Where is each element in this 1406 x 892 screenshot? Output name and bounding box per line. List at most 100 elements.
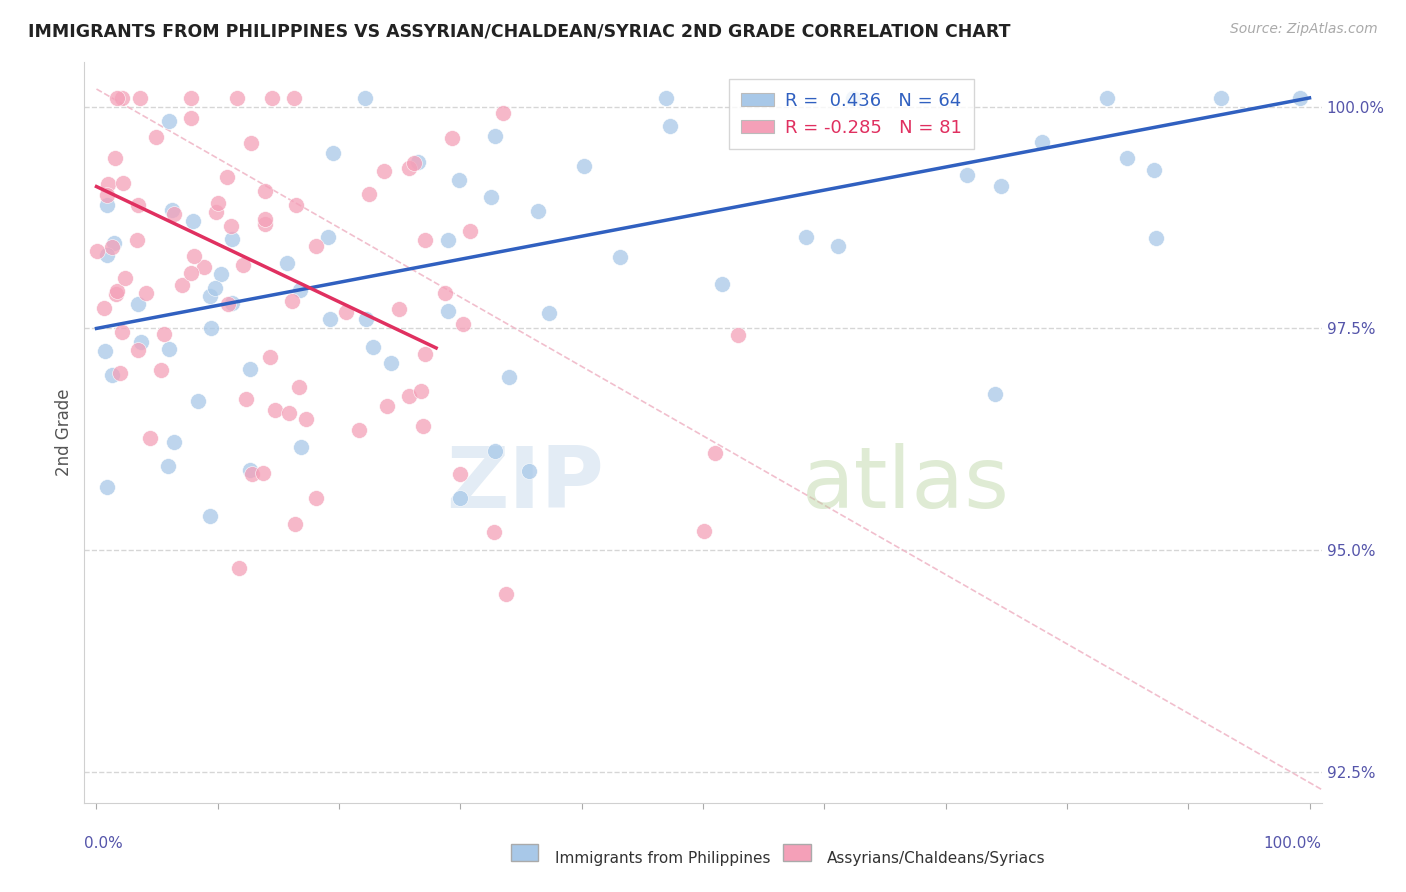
- Point: [498, 369, 520, 384]
- Point: [380, 356, 402, 370]
- Point: [375, 399, 398, 413]
- Point: [458, 224, 481, 238]
- Point: [262, 91, 284, 105]
- Point: [105, 284, 128, 298]
- Point: [101, 368, 124, 382]
- Point: [103, 235, 125, 250]
- Point: [283, 91, 305, 105]
- Point: [198, 289, 221, 303]
- Point: [204, 281, 226, 295]
- Point: [1289, 91, 1312, 105]
- Point: [193, 260, 215, 274]
- Point: [692, 524, 714, 538]
- Point: [1031, 135, 1053, 149]
- Point: [186, 394, 208, 409]
- Point: [209, 267, 232, 281]
- Point: [492, 105, 515, 120]
- Point: [253, 217, 276, 231]
- Point: [145, 129, 167, 144]
- Point: [284, 516, 307, 531]
- Point: [290, 441, 312, 455]
- Point: [335, 305, 357, 319]
- Point: [398, 161, 420, 175]
- Point: [704, 446, 727, 460]
- Point: [794, 230, 817, 244]
- Point: [105, 91, 128, 105]
- Point: [710, 277, 733, 291]
- Point: [139, 431, 162, 445]
- Point: [127, 297, 149, 311]
- Point: [1095, 91, 1118, 105]
- Point: [235, 392, 257, 407]
- Point: [359, 186, 381, 201]
- Point: [111, 91, 134, 105]
- Point: [484, 443, 506, 458]
- Point: [388, 301, 411, 316]
- Point: [170, 278, 193, 293]
- Point: [127, 343, 149, 358]
- Point: [290, 283, 312, 297]
- Point: [163, 207, 186, 221]
- Text: Immigrants from Philippines: Immigrants from Philippines: [554, 851, 770, 866]
- Point: [373, 163, 395, 178]
- Point: [200, 321, 222, 335]
- Point: [101, 240, 124, 254]
- Point: [437, 233, 460, 247]
- Point: [104, 152, 127, 166]
- Point: [264, 402, 287, 417]
- Point: [259, 350, 281, 364]
- Point: [217, 297, 239, 311]
- Point: [219, 219, 242, 234]
- Point: [93, 301, 115, 315]
- Point: [354, 91, 377, 105]
- Point: [484, 128, 506, 143]
- Point: [322, 145, 344, 160]
- Point: [481, 190, 503, 204]
- Point: [361, 340, 384, 354]
- Point: [449, 491, 471, 505]
- Point: [96, 198, 118, 212]
- Point: [990, 178, 1012, 193]
- Point: [316, 229, 339, 244]
- Point: [398, 389, 420, 403]
- Text: ZIP: ZIP: [446, 443, 605, 526]
- Point: [163, 435, 186, 450]
- Point: [305, 238, 328, 252]
- Point: [347, 423, 370, 437]
- Text: IMMIGRANTS FROM PHILIPPINES VS ASSYRIAN/CHALDEAN/SYRIAC 2ND GRADE CORRELATION CH: IMMIGRANTS FROM PHILIPPINES VS ASSYRIAN/…: [28, 22, 1011, 40]
- Text: Assyrians/Chaldeans/Syriacs: Assyrians/Chaldeans/Syriacs: [827, 851, 1045, 866]
- Point: [572, 159, 595, 173]
- Point: [402, 156, 425, 170]
- Point: [226, 91, 249, 105]
- Point: [181, 214, 204, 228]
- Point: [111, 325, 134, 339]
- Point: [451, 317, 474, 331]
- Point: [433, 286, 456, 301]
- Point: [204, 204, 226, 219]
- Point: [517, 464, 540, 478]
- Point: [288, 380, 311, 394]
- Point: [436, 303, 458, 318]
- Point: [240, 467, 263, 482]
- Point: [221, 296, 243, 310]
- Point: [221, 232, 243, 246]
- Point: [239, 136, 262, 151]
- Point: [609, 250, 631, 264]
- Point: [157, 458, 180, 473]
- Point: [129, 91, 152, 105]
- Point: [449, 467, 471, 481]
- Point: [527, 204, 550, 219]
- Point: [153, 326, 176, 341]
- Point: [842, 91, 865, 105]
- Point: [228, 561, 250, 575]
- Point: [114, 271, 136, 285]
- Point: [183, 249, 205, 263]
- Point: [295, 411, 318, 425]
- FancyBboxPatch shape: [512, 844, 538, 861]
- Point: [318, 311, 340, 326]
- Point: [150, 363, 173, 377]
- Point: [108, 367, 131, 381]
- Point: [955, 168, 977, 182]
- Text: 100.0%: 100.0%: [1264, 836, 1322, 851]
- Point: [406, 154, 429, 169]
